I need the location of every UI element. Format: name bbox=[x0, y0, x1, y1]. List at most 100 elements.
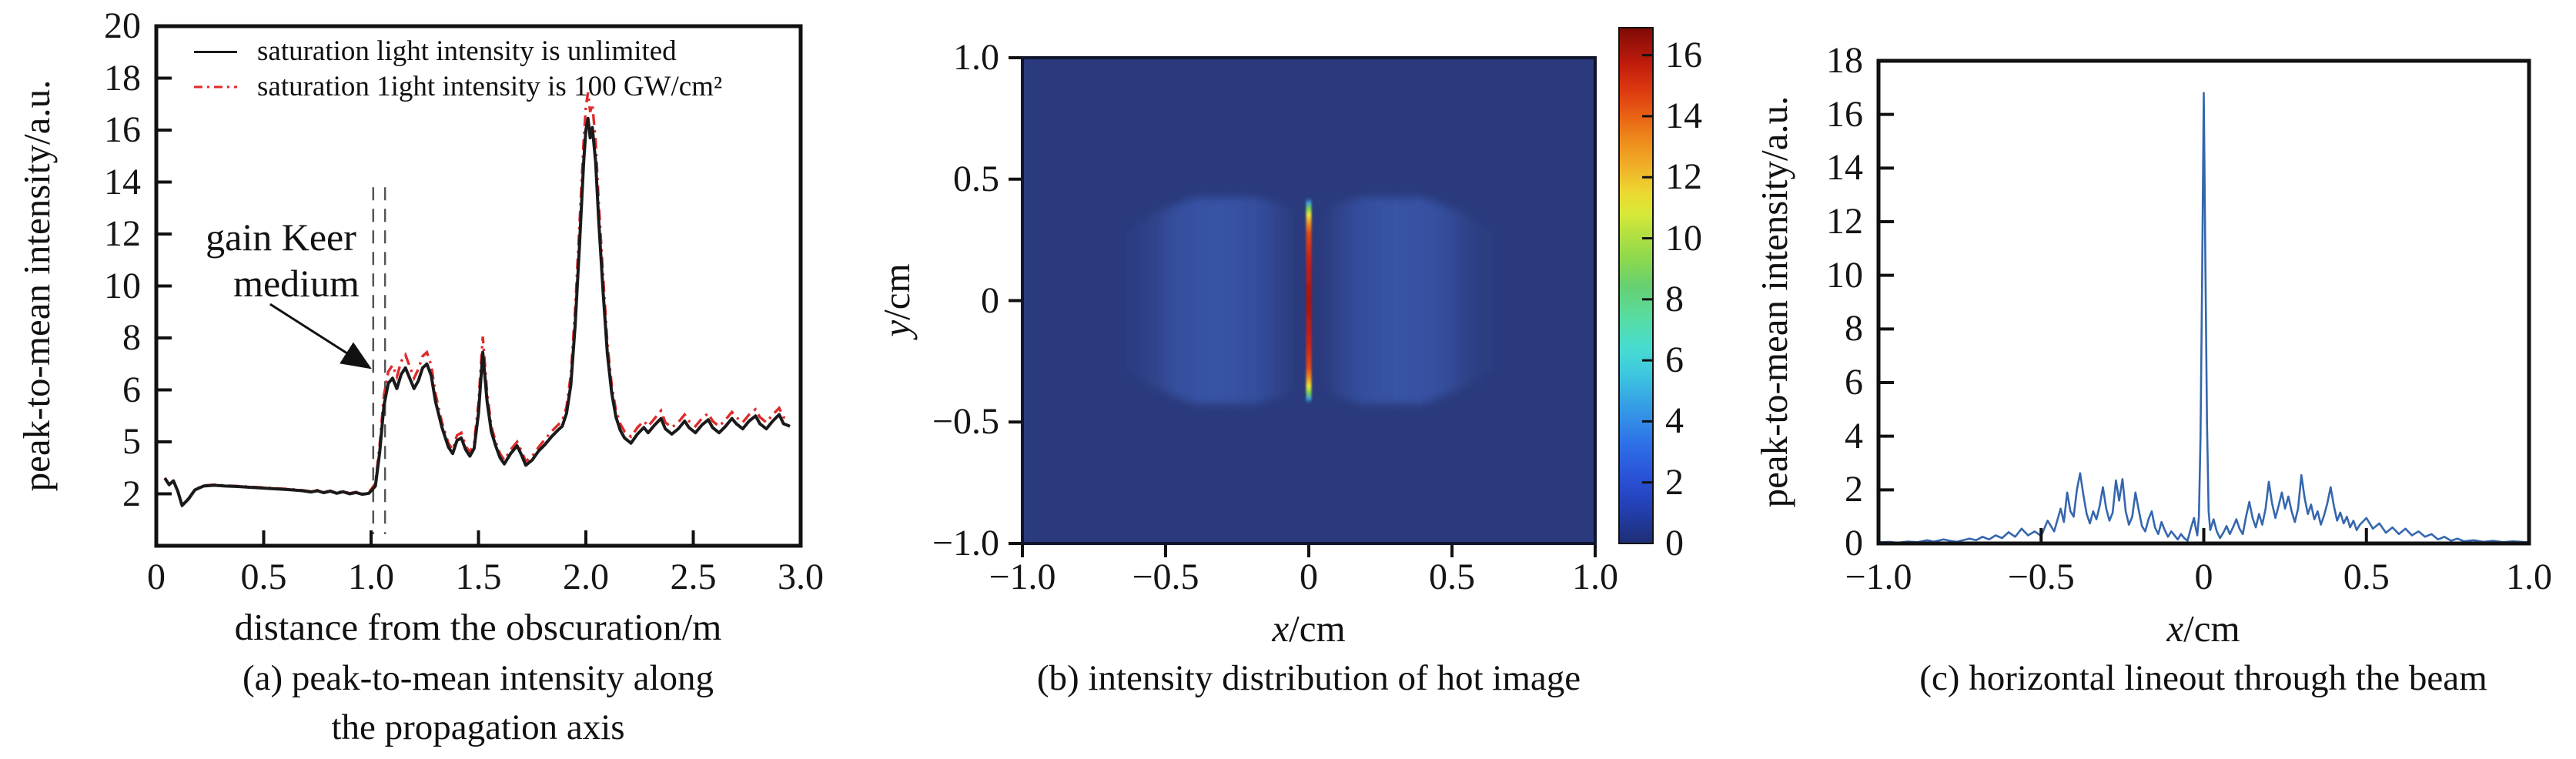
panel-a-caption-line1: (a) peak-to-mean intensity along bbox=[242, 658, 714, 698]
fringe-stripe bbox=[1390, 196, 1402, 406]
panel-b-xlabel-unit: /cm bbox=[1289, 607, 1346, 650]
legend-marker-dashdot-line bbox=[194, 80, 237, 94]
panel-c-ylabel: peak-to-mean intensity/a.u. bbox=[1753, 95, 1795, 508]
panel-b-xtick-label: −1.0 bbox=[989, 557, 1056, 597]
annotation-gain-kerr-line2: medium bbox=[233, 262, 360, 305]
colorbar-gradient bbox=[1618, 27, 1654, 544]
panel-c-ytick-label: 0 bbox=[1845, 523, 1863, 563]
fringe-stripe bbox=[1148, 212, 1158, 389]
panel-a-ytick-label: 16 bbox=[104, 109, 141, 150]
fringe-stripe bbox=[1249, 196, 1259, 406]
panel-b-xtick-label: 1.0 bbox=[1572, 557, 1618, 597]
annotation-arrow bbox=[269, 303, 372, 369]
panel-a-xtick-label: 1.0 bbox=[348, 557, 394, 597]
panel-a-ytick-label: 18 bbox=[104, 57, 141, 99]
colorbar-tick-label: 10 bbox=[1665, 217, 1702, 259]
panel-c-caption: (c) horizontal lineout through the beam bbox=[1919, 658, 2487, 698]
fringe-stripe bbox=[1369, 196, 1379, 406]
fringe-stripe bbox=[1159, 208, 1169, 393]
panel-a-ytick-label: 10 bbox=[104, 265, 141, 306]
fringe-stripe bbox=[1401, 196, 1413, 406]
panel-c-xtick-label: 0 bbox=[2194, 557, 2213, 597]
fringe-stripe bbox=[1350, 198, 1358, 403]
panel-c-ytick-label: 18 bbox=[1826, 40, 1863, 81]
fringe-stripe bbox=[1181, 198, 1193, 403]
fringe-stripe bbox=[1379, 196, 1390, 406]
fringe-stripe bbox=[1169, 203, 1182, 398]
fringe-stripe bbox=[1260, 198, 1268, 403]
colorbar-tick-label: 16 bbox=[1665, 34, 1702, 75]
panel-c-ytick-label: 10 bbox=[1826, 254, 1863, 296]
panel-b-xtick-label: 0 bbox=[1300, 557, 1318, 597]
fringe-stripe bbox=[1193, 196, 1204, 406]
series-blue-lineout bbox=[1878, 92, 2530, 544]
panel-b-ytick-label: −1.0 bbox=[932, 523, 999, 563]
colorbar-tick-label: 14 bbox=[1665, 95, 1702, 136]
panel-a-ytick-label: 20 bbox=[104, 5, 141, 46]
heatmap-fringes bbox=[1125, 196, 1493, 406]
panel-c-ytick-label: 14 bbox=[1826, 147, 1863, 189]
panel-c-xlabel: x/cm bbox=[1972, 607, 2434, 651]
panel-b-ytick-label: −0.5 bbox=[932, 401, 999, 443]
panel-c-ytick-label: 8 bbox=[1845, 308, 1863, 349]
fringe-stripe bbox=[1326, 208, 1330, 393]
panel-a-xlabel: distance from the obscuration/m bbox=[234, 606, 722, 648]
colorbar-tick-label: 8 bbox=[1665, 278, 1684, 319]
panel-b-xtick-label: −0.5 bbox=[1132, 557, 1199, 597]
panel-b-ylabel-var: y bbox=[875, 319, 918, 337]
panel-a-ytick-label: 5 bbox=[122, 421, 141, 462]
annotation-gain-kerr-line1: gain Keer bbox=[206, 216, 356, 259]
fringe-stripe bbox=[1137, 220, 1146, 381]
panel-a-ytick-label: 8 bbox=[122, 317, 141, 358]
panel-c-ytick-label: 16 bbox=[1826, 93, 1863, 135]
panel-b-xlabel: x/cm bbox=[1078, 607, 1540, 651]
panel-a-caption-line2: the propagation axis bbox=[331, 707, 625, 747]
panel-a-ytick-label: 2 bbox=[122, 473, 141, 514]
panel-a-xtick-label: 3.0 bbox=[778, 557, 824, 597]
colorbar-tick-label: 6 bbox=[1665, 339, 1684, 381]
fringe-stripe bbox=[1448, 208, 1459, 393]
fringe-stripe bbox=[1125, 227, 1132, 374]
panel-c-xlabel-var: x bbox=[2166, 607, 2184, 650]
legend-label: saturation light intensity is unlimited bbox=[257, 35, 677, 67]
panel-a-ytick-label: 14 bbox=[104, 161, 141, 202]
legend-item-100gw: saturation 1ight intensity is 100 GW/cm² bbox=[194, 71, 722, 103]
panel-b-ytick-label: 1.0 bbox=[953, 37, 999, 78]
legend-label: saturation 1ight intensity is 100 GW/cm² bbox=[257, 71, 723, 102]
panel-b-xlabel-var: x bbox=[1272, 607, 1290, 650]
fringe-stripe bbox=[1216, 196, 1227, 406]
panel-c-ytick-label: 12 bbox=[1826, 201, 1863, 242]
panel-c-xtick-label: 0.5 bbox=[2343, 557, 2390, 597]
panel-a-ytick-label: 12 bbox=[104, 213, 141, 254]
fringe-stripe bbox=[1359, 196, 1369, 406]
fringe-stripe bbox=[1287, 208, 1292, 393]
panel-a-xtick-label: 2.0 bbox=[563, 557, 609, 597]
fringe-stripe bbox=[1472, 220, 1480, 381]
panel-b-heatmap bbox=[1009, 56, 1597, 557]
hot-image-line bbox=[1306, 196, 1312, 406]
fringe-stripe bbox=[1341, 201, 1348, 400]
colorbar-tick-label: 12 bbox=[1665, 156, 1702, 198]
panel-b-ytick-label: 0 bbox=[981, 279, 999, 321]
fringe-stripe bbox=[1239, 196, 1249, 406]
legend-marker-solid-line bbox=[194, 50, 237, 53]
panel-c-xtick-label: 1.0 bbox=[2506, 557, 2552, 597]
fringe-stripe bbox=[1485, 227, 1493, 374]
panel-a-ytick-label: 6 bbox=[122, 369, 141, 410]
panel-c-xtick-label: −0.5 bbox=[2007, 557, 2075, 597]
panel-b-xtick-label: 0.5 bbox=[1429, 557, 1475, 597]
colorbar-tick-label: 0 bbox=[1665, 523, 1684, 563]
panel-b-caption: (b) intensity distribution of hot image bbox=[1036, 658, 1581, 698]
fringe-stripe bbox=[1204, 196, 1216, 406]
panel-c-ytick-label: 4 bbox=[1845, 415, 1863, 456]
panel-a-xtick-label: 1.5 bbox=[455, 557, 502, 597]
colorbar-tick-label: 4 bbox=[1665, 400, 1684, 442]
fringe-stripe bbox=[1460, 212, 1470, 389]
panel-a-xtick-label: 0.5 bbox=[240, 557, 287, 597]
panel-a-xtick-label: 0 bbox=[147, 557, 166, 597]
series-black-solid bbox=[163, 116, 791, 507]
panel-c-ytick-label: 6 bbox=[1845, 362, 1863, 403]
panel-a-xtick-label: 2.5 bbox=[670, 557, 717, 597]
panel-c-plot bbox=[1876, 59, 2531, 546]
